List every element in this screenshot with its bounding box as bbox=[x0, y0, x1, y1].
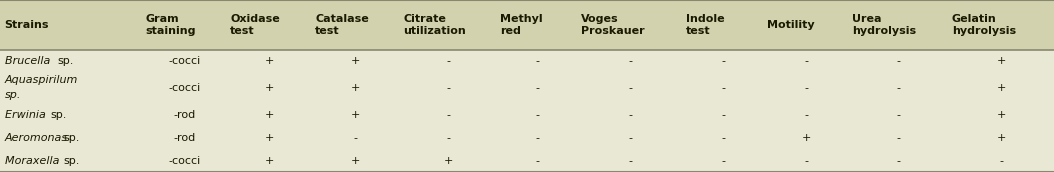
Text: -cocci: -cocci bbox=[168, 56, 200, 66]
Bar bbox=[0, 0, 1054, 50]
Text: -cocci: -cocci bbox=[168, 83, 200, 93]
Text: Gelatin
hydrolysis: Gelatin hydrolysis bbox=[952, 14, 1016, 36]
Text: -: - bbox=[721, 133, 725, 143]
Text: -: - bbox=[535, 56, 540, 66]
Text: Erwinia: Erwinia bbox=[4, 110, 48, 120]
Text: +: + bbox=[351, 110, 360, 120]
Text: Oxidase
test: Oxidase test bbox=[230, 14, 279, 36]
Text: Moraxella: Moraxella bbox=[4, 156, 62, 166]
Text: +: + bbox=[351, 156, 360, 166]
Text: -: - bbox=[897, 56, 901, 66]
Text: -: - bbox=[446, 56, 450, 66]
Text: -rod: -rod bbox=[173, 133, 195, 143]
Text: -: - bbox=[628, 156, 632, 166]
Text: +: + bbox=[265, 110, 274, 120]
Text: -: - bbox=[897, 156, 901, 166]
Text: -cocci: -cocci bbox=[168, 156, 200, 166]
Text: Methyl
red: Methyl red bbox=[500, 14, 543, 36]
Text: sp.: sp. bbox=[63, 156, 80, 166]
Text: -: - bbox=[628, 56, 632, 66]
Text: +: + bbox=[997, 56, 1006, 66]
Text: +: + bbox=[802, 133, 812, 143]
Text: -: - bbox=[897, 133, 901, 143]
Text: +: + bbox=[351, 83, 360, 93]
Text: sp.: sp. bbox=[57, 56, 74, 66]
Text: +: + bbox=[997, 83, 1006, 93]
Text: -: - bbox=[721, 156, 725, 166]
Text: Aeromonas: Aeromonas bbox=[4, 133, 72, 143]
Text: -: - bbox=[721, 83, 725, 93]
Text: -: - bbox=[721, 56, 725, 66]
Text: -: - bbox=[535, 133, 540, 143]
Text: +: + bbox=[265, 133, 274, 143]
Text: +: + bbox=[444, 156, 453, 166]
Text: -: - bbox=[628, 110, 632, 120]
Text: -: - bbox=[804, 156, 808, 166]
Text: Motility: Motility bbox=[767, 20, 815, 30]
Text: -: - bbox=[535, 110, 540, 120]
Text: sp.: sp. bbox=[51, 110, 66, 120]
Text: +: + bbox=[265, 156, 274, 166]
Text: -: - bbox=[535, 83, 540, 93]
Text: +: + bbox=[265, 56, 274, 66]
Text: Catalase
test: Catalase test bbox=[315, 14, 369, 36]
Text: +: + bbox=[351, 56, 360, 66]
Text: -: - bbox=[804, 110, 808, 120]
Text: -: - bbox=[804, 83, 808, 93]
Text: -: - bbox=[446, 110, 450, 120]
Text: -rod: -rod bbox=[173, 110, 195, 120]
Text: +: + bbox=[997, 110, 1006, 120]
Text: Voges
Proskauer: Voges Proskauer bbox=[582, 14, 645, 36]
Text: -: - bbox=[999, 156, 1003, 166]
Text: +: + bbox=[265, 83, 274, 93]
Text: Urea
hydrolysis: Urea hydrolysis bbox=[853, 14, 916, 36]
Text: sp.: sp. bbox=[63, 133, 80, 143]
Text: Brucella: Brucella bbox=[4, 56, 54, 66]
Text: -: - bbox=[804, 56, 808, 66]
Text: +: + bbox=[997, 133, 1006, 143]
Text: -: - bbox=[535, 156, 540, 166]
Text: -: - bbox=[354, 133, 358, 143]
Text: Aquaspirilum: Aquaspirilum bbox=[4, 74, 78, 85]
Text: -: - bbox=[446, 133, 450, 143]
Text: Citrate
utilization: Citrate utilization bbox=[404, 14, 466, 36]
Text: -: - bbox=[897, 83, 901, 93]
Text: sp.: sp. bbox=[4, 90, 21, 100]
Text: -: - bbox=[628, 133, 632, 143]
Text: -: - bbox=[446, 83, 450, 93]
Text: -: - bbox=[897, 110, 901, 120]
Text: Gram
staining: Gram staining bbox=[145, 14, 196, 36]
Text: Strains: Strains bbox=[4, 20, 50, 30]
Text: -: - bbox=[628, 83, 632, 93]
Text: -: - bbox=[721, 110, 725, 120]
Text: Indole
test: Indole test bbox=[686, 14, 724, 36]
